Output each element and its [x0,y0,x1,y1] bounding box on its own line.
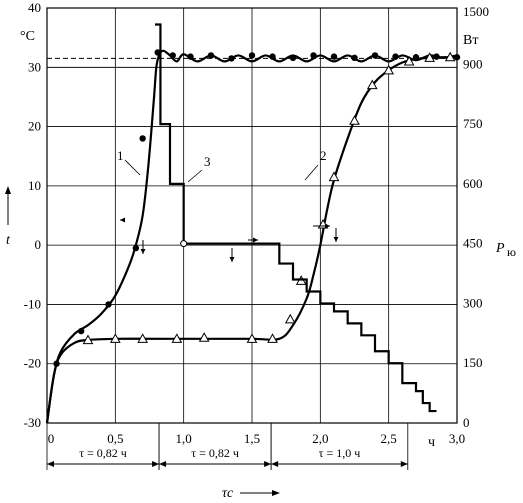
y-right-tick-label: 450 [463,236,483,251]
series-1-point [392,53,399,60]
x-tick-label: 1,5 [244,431,260,446]
y-left-tick-label: 10 [28,178,41,193]
series-2-point [366,79,378,90]
curve-label: 1 [117,148,124,163]
right-axis-label-sub: ю [507,245,516,259]
curve-label-leader [187,169,203,183]
series-2-point [328,171,340,182]
x-tick-label: 2,0 [312,431,328,446]
y-right-tick-label: 600 [463,176,483,191]
series-2-point [82,334,94,345]
y-left-tick-label: -20 [24,356,41,371]
series-2-point [349,115,360,125]
y-left-tick-label: 30 [28,59,41,74]
x-axis-unit: ч [428,435,435,450]
series-1-point [289,54,297,61]
series-2-point [444,51,456,62]
series-2-point [284,313,296,324]
tau-arrow-left [159,461,167,467]
x-tick-label: 2,5 [381,431,397,446]
tick-labels: -30-20-100102030400150300450600750900150… [24,0,489,446]
series-2-point [198,332,210,342]
series-2-point [246,333,258,343]
tau-label: τ = 0,82 ч [79,446,127,460]
series-1-point [187,53,194,60]
series-2-point [109,333,121,343]
curve-label: 3 [204,154,211,169]
tau-label: τ = 1,0 ч [319,446,361,460]
tau-arrow-left [47,461,54,467]
y-left-tick-label: -30 [24,415,41,430]
curve-label: 2 [320,148,327,163]
series-1-point [132,244,140,252]
plot-frame [46,7,458,424]
series-layer [45,23,461,424]
series-2-point [171,333,183,343]
series-1-point [330,53,338,60]
axes [46,7,458,424]
direction-arrowhead [140,249,146,254]
series-2-point [403,55,415,66]
tau-arrow-right [264,461,272,467]
y-left-tick-label: 40 [28,0,41,15]
y-left-tick-label: 0 [35,237,42,252]
series-1-point [248,52,256,59]
series-2-point [267,333,278,343]
tau-arrow-left [271,461,279,467]
y-left-tick-label: 20 [28,119,41,134]
x-tick-label: 3,0 [449,431,465,446]
series-1-point [207,52,215,59]
series-3-marker [180,240,188,248]
y-right-tick-label: 900 [463,56,483,71]
y-right-tick-label: 750 [463,116,483,131]
series-1-point [154,49,161,56]
right-axis-unit: Вт [463,33,478,48]
y-right-tick-label: 300 [463,295,483,310]
series-3-step-line [154,23,437,413]
direction-arrowhead [253,237,258,243]
series-2-point [424,52,436,62]
curve-label-leader [304,164,319,181]
tau-arrow-right [152,461,160,467]
series-1-point [169,52,176,59]
series-1-point [77,327,85,335]
right-axis-label: P [495,241,505,256]
y-right-tick-label: 0 [463,415,470,430]
y-left-label-arrowhead [5,186,11,194]
curve-label-leader [124,159,141,176]
direction-arrowhead [120,217,125,223]
y-right-tick-label: 150 [463,355,483,370]
tau-label: τ = 0,82 ч [191,446,239,460]
direction-arrowhead [333,237,339,242]
y-right-tick-label: 1500 [463,4,489,19]
series-1-point [139,135,146,142]
series-2-point [137,333,149,343]
x-tick-label: 0 [48,431,55,446]
series-2-point [383,64,395,75]
grid [47,8,457,423]
left-axis-label: t [6,233,11,248]
series-1-point [105,301,112,308]
annotations: 1 2 3 τ = 0,82 ч τ = 0,82 ч τ = 1,0 ч [5,148,409,496]
x-tick-label: 1,0 [176,431,192,446]
direction-arrowhead [229,257,235,262]
direction-arrowhead [325,223,330,229]
y-left-tick-label: -10 [24,296,41,311]
series-1-point [228,55,235,62]
series-1-point [269,53,276,60]
x-label-arrowhead [272,490,280,496]
x-tick-label: 0,5 [107,431,123,446]
x-axis-label: τc [222,486,234,501]
series-1-point [351,54,358,61]
series-1-point [310,52,317,59]
tau-arrow-right [400,461,408,467]
left-axis-unit: °C [20,29,35,44]
series-1-point [371,52,379,59]
